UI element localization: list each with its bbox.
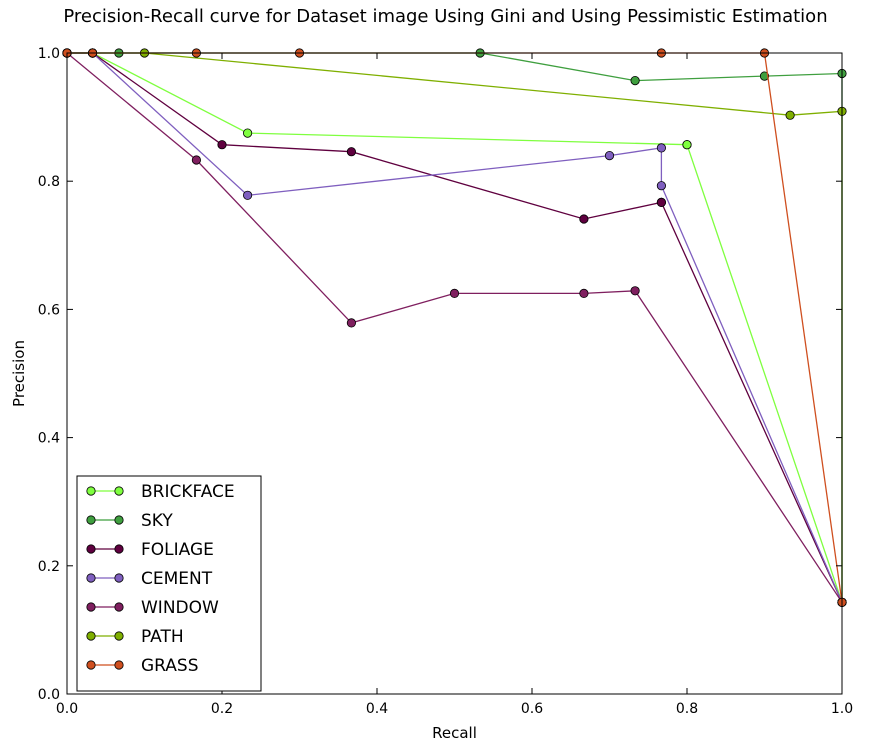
legend-label: SKY <box>141 511 173 531</box>
data-point <box>630 76 640 86</box>
data-point <box>630 286 640 296</box>
x-tick-label: 0.8 <box>676 701 698 717</box>
data-point <box>785 110 795 120</box>
legend-label: FOLIAGE <box>141 540 214 560</box>
y-tick-label: 0.4 <box>38 431 60 447</box>
x-tick-label: 0.0 <box>56 701 78 717</box>
data-point <box>682 140 692 150</box>
ticks-layer: 0.0 0.2 0.4 0.6 0.8 1.0 0.0 0.2 0.4 0.6 0.8 1.0 <box>38 46 853 717</box>
data-point <box>579 288 589 298</box>
legend-marker <box>114 544 124 554</box>
legend-item-grass: GRASS <box>86 656 199 676</box>
legend-item-cement: CEMENT <box>86 569 213 589</box>
legend-marker <box>86 544 96 554</box>
legend-item-sky: SKY <box>86 511 173 531</box>
x-tick-label: 0.4 <box>366 701 388 717</box>
x-axis-label: Recall <box>432 724 477 742</box>
data-point <box>346 147 356 157</box>
data-point <box>759 71 770 81</box>
legend-marker <box>86 486 96 496</box>
x-tick-label: 1.0 <box>831 701 853 717</box>
legend-label: PATH <box>141 627 184 647</box>
data-point <box>346 318 356 328</box>
data-point <box>191 155 201 165</box>
legend-marker <box>114 486 124 496</box>
data-point <box>217 140 227 150</box>
legend-marker <box>86 660 96 670</box>
plot-frame <box>66 52 843 695</box>
legend-marker <box>86 573 96 583</box>
legend-marker <box>114 573 124 583</box>
legend-label: BRICKFACE <box>141 482 235 502</box>
legend-item-path: PATH <box>86 627 184 647</box>
y-axis-label: Precision <box>10 340 28 407</box>
y-tick-label: 0.0 <box>38 687 60 703</box>
chart-title: Precision-Recall curve for Dataset image… <box>63 6 828 27</box>
data-point <box>449 288 460 298</box>
data-point <box>656 197 667 207</box>
y-tick-label: 1.0 <box>38 46 60 62</box>
legend-item-brickface: BRICKFACE <box>86 482 235 502</box>
x-tick-label: 0.6 <box>521 701 543 717</box>
legend-marker <box>114 660 124 670</box>
data-point <box>243 190 253 200</box>
legend-frame <box>76 475 262 692</box>
data-point <box>604 151 615 161</box>
legend: BRICKFACE SKY FOLIAGE CEMENT WINDOW PATH GRASS <box>76 475 262 692</box>
legend-marker <box>86 631 96 641</box>
legend-label: WINDOW <box>141 598 219 618</box>
x-tick-label: 0.2 <box>211 701 233 717</box>
legend-marker <box>114 602 124 612</box>
data-point <box>243 128 253 138</box>
legend-marker <box>86 602 96 612</box>
legend-marker <box>86 515 96 525</box>
legend-label: CEMENT <box>141 569 213 589</box>
y-tick-label: 0.6 <box>38 302 60 318</box>
legend-label: GRASS <box>141 656 199 676</box>
y-tick-label: 0.8 <box>38 174 60 190</box>
legend-item-foliage: FOLIAGE <box>86 540 214 560</box>
legend-marker <box>114 631 124 641</box>
data-point <box>656 143 667 153</box>
y-tick-label: 0.2 <box>38 559 60 575</box>
data-point <box>579 214 589 224</box>
legend-marker <box>114 515 124 525</box>
legend-item-window: WINDOW <box>86 598 219 618</box>
data-point <box>656 181 667 191</box>
